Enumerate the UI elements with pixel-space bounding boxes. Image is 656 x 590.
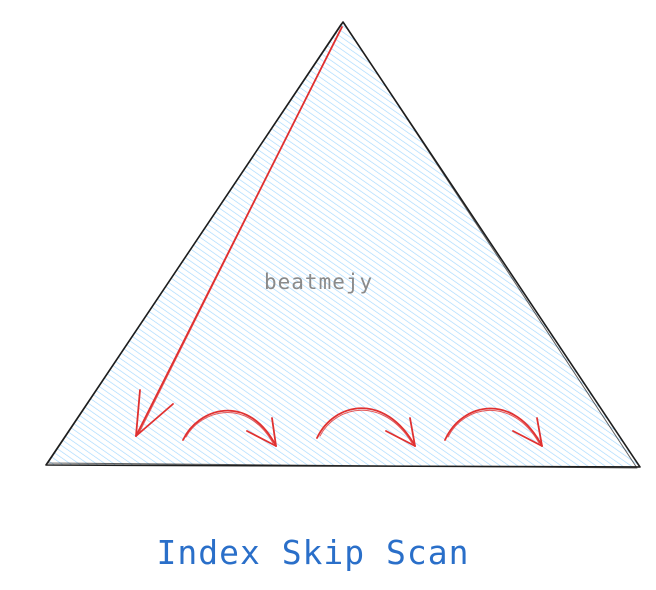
skip-arrow-3 (444, 407, 543, 447)
index-tree-fill (46, 22, 640, 467)
descend-arrow (135, 26, 343, 437)
skip-arrow-1 (182, 409, 277, 447)
skip-arrow-2 (316, 407, 416, 447)
diagram-caption: Index Skip Scan (156, 533, 469, 572)
watermark-label: beatmejy (264, 270, 373, 294)
index-tree-outline (45, 21, 641, 469)
